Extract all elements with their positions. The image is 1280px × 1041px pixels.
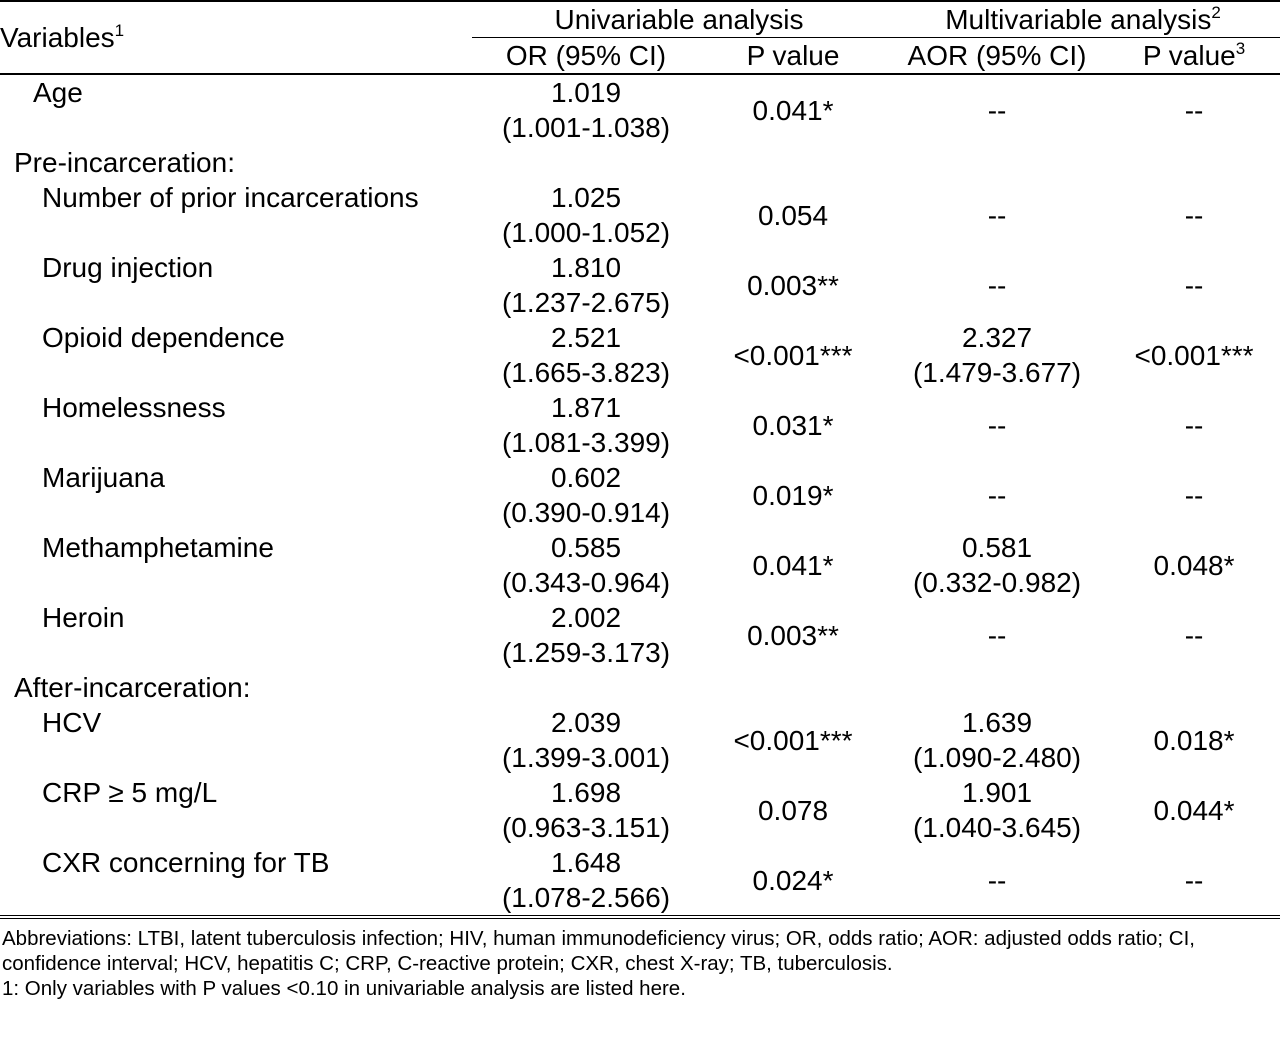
univariable-header: Univariable analysis [472, 0, 887, 38]
or-cell: 0.602 (0.390-0.914) [501, 462, 671, 528]
section-row-after-incarceration: After-incarceration: [0, 670, 1280, 705]
abbreviations-note: Abbreviations: LTBI, latent tuberculosis… [2, 927, 1195, 975]
aor-cell: -- [886, 845, 1109, 919]
p-value-adjusted-cell: -- [1184, 409, 1204, 441]
section-label: Pre-incarceration: [14, 147, 235, 178]
or-cell: 2.039 (1.399-3.001) [501, 707, 671, 773]
p-value-header: P value [700, 37, 887, 75]
aor-ci-header: AOR (95% CI) [886, 37, 1109, 75]
p-value-adjusted-cell: -- [1184, 199, 1204, 231]
p-value-adjusted-header: P value3 [1108, 37, 1280, 75]
row-label: Methamphetamine [42, 532, 274, 563]
table-row-crp: CRP ≥ 5 mg/L 1.698 (0.963-3.151) 0.078 1.… [0, 775, 1280, 845]
p-value-adjusted-cell: -- [1184, 269, 1204, 301]
row-label: Opioid dependence [42, 322, 285, 353]
table-footnotes: Abbreviations: LTBI, latent tuberculosis… [0, 926, 1280, 1001]
or-cell: 2.521 (1.665-3.823) [501, 322, 671, 388]
aor-cell: -- [987, 269, 1007, 301]
p-value-cell: 0.031* [752, 409, 834, 441]
table-row-drug-injection: Drug injection 1.810 (1.237-2.675) 0.003*… [0, 250, 1280, 320]
aor-cell: -- [987, 199, 1007, 231]
table-row-hcv: HCV 2.039 (1.399-3.001) <0.001*** 1.639 (1… [0, 705, 1280, 775]
or-cell: 2.002 (1.259-3.173) [501, 602, 671, 668]
p-value-cell: 0.078 [757, 794, 829, 826]
aor-cell: -- [987, 479, 1007, 511]
row-label: Age [33, 77, 83, 108]
or-cell: 1.698 (0.963-3.151) [501, 777, 671, 843]
or-cell: 1.025 (1.000-1.052) [501, 182, 671, 248]
aor-cell: 0.581 (0.332-0.982) [912, 532, 1082, 598]
aor-cell: -- [987, 94, 1007, 126]
row-label: Homelessness [42, 392, 226, 423]
p-value-adjusted-cell: 0.048* [1153, 549, 1235, 581]
section-row-pre-incarceration: Pre-incarceration: [0, 145, 1280, 180]
aor-cell: 1.901 (1.040-3.645) [912, 777, 1082, 843]
aor-cell: -- [987, 409, 1007, 441]
table-row-methamphetamine: Methamphetamine 0.585 (0.343-0.964) 0.041… [0, 530, 1280, 600]
table-row-homelessness: Homelessness 1.871 (1.081-3.399) 0.031* -… [0, 390, 1280, 460]
table-row-cxr: CXR concerning for TB 1.648 (1.078-2.566)… [0, 845, 1280, 919]
table-header: Variables1 Univariable analysis Multivar… [0, 0, 1280, 75]
row-label: Number of prior incarcerations [42, 182, 419, 213]
or-ci-header: OR (95% CI) [472, 37, 700, 75]
or-cell: 1.648 (1.078-2.566) [472, 845, 700, 919]
variables-header: Variables1 [0, 0, 472, 75]
row-label: Heroin [42, 602, 125, 633]
p-value-adjusted-cell: -- [1108, 845, 1280, 919]
p-value-adjusted-cell: 0.044* [1153, 794, 1235, 826]
multivariable-header: Multivariable analysis2 [886, 0, 1280, 38]
row-label: Drug injection [42, 252, 214, 283]
p-value-adjusted-cell: -- [1184, 479, 1204, 511]
row-label: Marijuana [42, 462, 165, 493]
p-value-adjusted-cell: -- [1184, 619, 1204, 651]
or-cell: 1.019 (1.001-1.038) [501, 77, 671, 143]
p-value-cell: 0.041* [752, 549, 834, 581]
table-row-heroin: Heroin 2.002 (1.259-3.173) 0.003** -- -- [0, 600, 1280, 670]
p-value-cell: 0.003** [747, 619, 839, 651]
row-label: HCV [42, 707, 102, 738]
aor-cell: 2.327 (1.479-3.677) [912, 322, 1082, 388]
row-label: CRP ≥ 5 mg/L [42, 777, 218, 808]
results-table: Variables1 Univariable analysis Multivar… [0, 0, 1280, 919]
table-row-marijuana: Marijuana 0.602 (0.390-0.914) 0.019* -- -… [0, 460, 1280, 530]
table-row-prior-incarcerations: Number of prior incarcerations 1.025 (1.0… [0, 180, 1280, 250]
or-cell: 0.585 (0.343-0.964) [501, 532, 671, 598]
section-label: After-incarceration: [14, 672, 251, 703]
p-value-cell: 0.041* [752, 94, 834, 126]
or-cell: 1.871 (1.081-3.399) [501, 392, 671, 458]
table-row-opioid-dependence: Opioid dependence 2.521 (1.665-3.823) <0.… [0, 320, 1280, 390]
aor-cell: 1.639 (1.090-2.480) [912, 707, 1082, 773]
table-row-age: Age 1.019 (1.001-1.038) 0.041* -- -- [0, 74, 1280, 145]
p-value-cell: <0.001*** [733, 724, 853, 756]
p-value-cell: 0.019* [752, 479, 834, 511]
footnote-1: 1: Only variables with P values <0.10 in… [2, 977, 686, 1000]
row-label: CXR concerning for TB [0, 845, 472, 919]
aor-cell: -- [987, 619, 1007, 651]
p-value-cell: 0.003** [747, 269, 839, 301]
p-value-adjusted-cell: 0.018* [1153, 724, 1235, 756]
p-value-cell: 0.024* [700, 845, 887, 919]
p-value-adjusted-cell: <0.001*** [1134, 339, 1254, 371]
p-value-cell: <0.001*** [733, 339, 853, 371]
or-cell: 1.810 (1.237-2.675) [501, 252, 671, 318]
p-value-adjusted-cell: -- [1184, 94, 1204, 126]
p-value-cell: 0.054 [757, 199, 829, 231]
